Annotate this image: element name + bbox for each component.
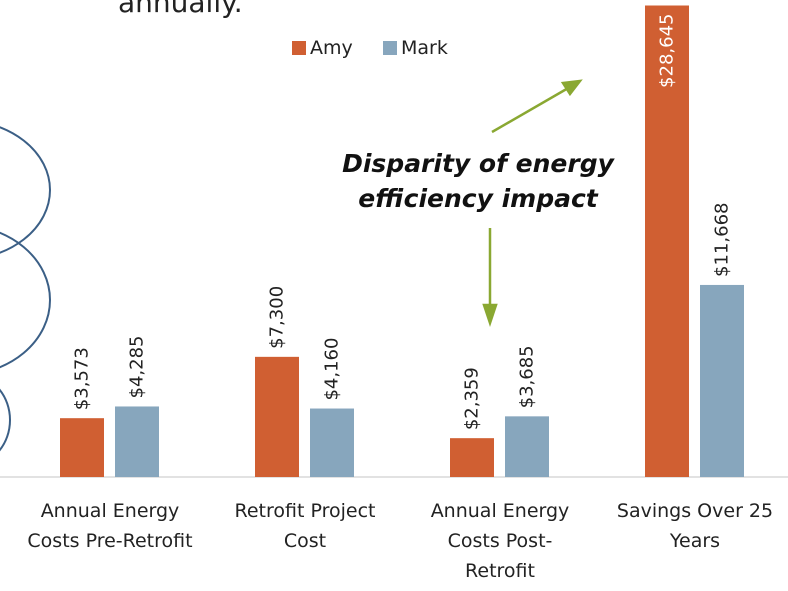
x-tick-label: Annual Energy Costs Pre-Retrofit <box>26 496 194 556</box>
arrow-head <box>484 305 496 323</box>
legend-swatch <box>383 41 397 55</box>
value-label: $2,359 <box>462 367 483 430</box>
value-label: $4,160 <box>322 338 343 401</box>
bar <box>255 357 299 477</box>
bar <box>115 406 159 477</box>
x-tick-label: Annual Energy Costs Post-Retrofit <box>416 496 584 586</box>
legend-label: Amy <box>310 37 353 59</box>
deco-circle <box>0 120 50 260</box>
value-label: $4,285 <box>127 335 148 398</box>
bar <box>450 438 494 477</box>
annotation: Disparity of energy efficiency impact <box>328 146 628 216</box>
x-tick-label: Retrofit Project Cost <box>221 496 389 556</box>
legend-label: Mark <box>401 37 448 59</box>
x-tick-label: Savings Over 25 Years <box>611 496 779 556</box>
arrow <box>492 87 570 132</box>
slide-text: annually. <box>118 0 243 19</box>
bar <box>60 418 104 477</box>
value-label: $11,668 <box>712 203 733 277</box>
legend-swatch <box>292 41 306 55</box>
deco-circle <box>0 225 50 375</box>
bar <box>310 409 354 477</box>
deco-circle <box>0 375 10 465</box>
decoration <box>0 120 50 465</box>
bar <box>505 416 549 477</box>
value-label: $7,300 <box>267 286 288 349</box>
value-label: $28,645 <box>657 14 678 88</box>
value-label: $3,573 <box>72 347 93 410</box>
slide: $3,573 $7,300 $2,359 $28,645 $4,285 $4,160 $3,… <box>0 0 788 591</box>
arrow-head <box>563 81 580 94</box>
value-label: $3,685 <box>517 345 538 408</box>
bar <box>700 285 744 477</box>
